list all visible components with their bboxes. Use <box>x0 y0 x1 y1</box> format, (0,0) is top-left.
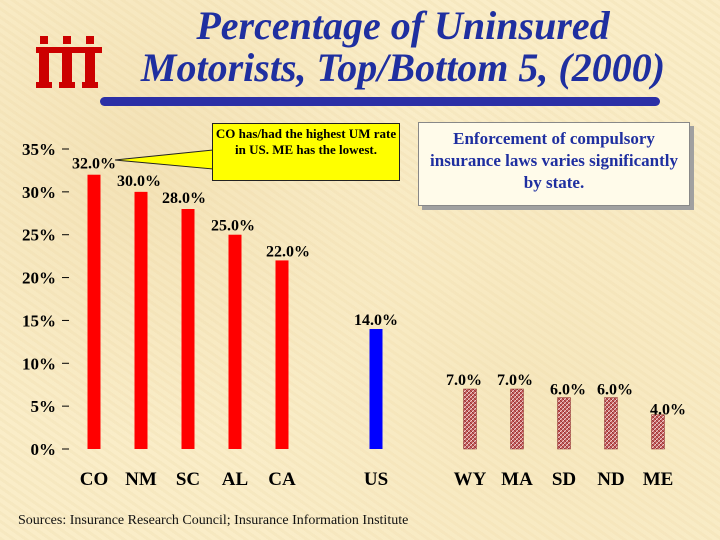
y-tick-label: 0% <box>31 440 57 459</box>
y-tick-label: 15% <box>22 311 56 330</box>
data-label-us: 14.0% <box>354 312 398 329</box>
x-axis-labels: CO NM SC AL CA US WY MA SD ND ME <box>80 469 674 490</box>
x-tick-label-nd: ND <box>597 469 624 490</box>
bar-ca <box>275 260 289 449</box>
x-tick-label-wy: WY <box>454 469 487 490</box>
page-title-line-1: Percentage of Uninsured <box>196 3 610 48</box>
data-label-ca: 22.0% <box>266 243 310 260</box>
x-tick-label-ma: MA <box>501 469 533 490</box>
data-label-me: 4.0% <box>650 402 686 419</box>
x-tick-label-nm: NM <box>125 469 157 490</box>
bar-us <box>369 329 383 449</box>
data-label-nd: 6.0% <box>597 382 633 399</box>
x-tick-label-sc: SC <box>176 469 200 490</box>
data-label-sc: 28.0% <box>162 190 206 207</box>
data-label-wy: 7.0% <box>446 372 482 389</box>
data-label-sd: 6.0% <box>550 382 586 399</box>
bar-ma <box>510 388 524 450</box>
iii-logo-icon <box>36 36 102 88</box>
bar-me <box>651 414 665 450</box>
bar-nm <box>134 191 148 449</box>
callout-note: CO has/had the highest UM rate in US. ME… <box>212 123 400 181</box>
data-label-ma: 7.0% <box>497 372 533 389</box>
y-tick-label: 5% <box>31 397 57 416</box>
callout-pointer <box>114 149 214 170</box>
x-tick-label-us: US <box>364 469 388 490</box>
y-tick-label: 20% <box>22 269 56 288</box>
x-tick-label-me: ME <box>643 469 674 490</box>
y-tick-label: 35% <box>22 140 56 159</box>
data-label-co: 32.0% <box>72 156 116 173</box>
bar-series <box>87 174 665 450</box>
bar-sc <box>181 209 195 449</box>
data-label-al: 25.0% <box>211 218 255 235</box>
data-label-nm: 30.0% <box>117 173 161 190</box>
data-labels: 32.0%30.0%28.0% 25.0% 22.0% 14.0% 7.0% 7.0% 6.… <box>72 156 686 419</box>
source-citation: Sources: Insurance Research Council; Ins… <box>18 513 409 528</box>
x-tick-label-co: CO <box>80 469 109 490</box>
bar-wy <box>463 388 477 450</box>
bar-co <box>87 174 101 449</box>
x-tick-label-ca: CA <box>268 469 296 490</box>
bar-nd <box>604 397 618 450</box>
enforcement-note: Enforcement of compulsory insurance laws… <box>418 122 690 206</box>
bar-al <box>228 234 242 449</box>
y-tick-label: 25% <box>22 226 56 245</box>
x-tick-label-sd: SD <box>552 469 576 490</box>
x-tick-label-al: AL <box>222 469 248 490</box>
y-axis: 0% 5% 10% 15% 20% 25% 30% 35% <box>22 140 69 459</box>
y-tick-label: 30% <box>22 183 56 202</box>
y-tick-label: 10% <box>22 354 56 373</box>
title-divider <box>100 97 660 106</box>
bar-sd <box>557 397 571 450</box>
page-title-line-2: Motorists, Top/Bottom 5, (2000) <box>140 45 666 90</box>
